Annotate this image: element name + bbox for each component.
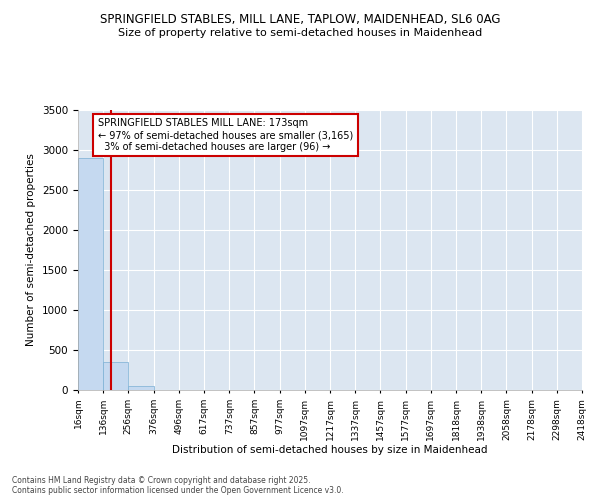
- Text: SPRINGFIELD STABLES, MILL LANE, TAPLOW, MAIDENHEAD, SL6 0AG: SPRINGFIELD STABLES, MILL LANE, TAPLOW, …: [100, 12, 500, 26]
- Text: Size of property relative to semi-detached houses in Maidenhead: Size of property relative to semi-detach…: [118, 28, 482, 38]
- Text: Contains HM Land Registry data © Crown copyright and database right 2025.
Contai: Contains HM Land Registry data © Crown c…: [12, 476, 344, 495]
- Y-axis label: Number of semi-detached properties: Number of semi-detached properties: [26, 154, 37, 346]
- Bar: [78, 158, 103, 390]
- Text: SPRINGFIELD STABLES MILL LANE: 173sqm
← 97% of semi-detached houses are smaller : SPRINGFIELD STABLES MILL LANE: 173sqm ← …: [98, 118, 353, 152]
- X-axis label: Distribution of semi-detached houses by size in Maidenhead: Distribution of semi-detached houses by …: [172, 446, 488, 456]
- Bar: [128, 386, 154, 390]
- Bar: [103, 362, 128, 390]
